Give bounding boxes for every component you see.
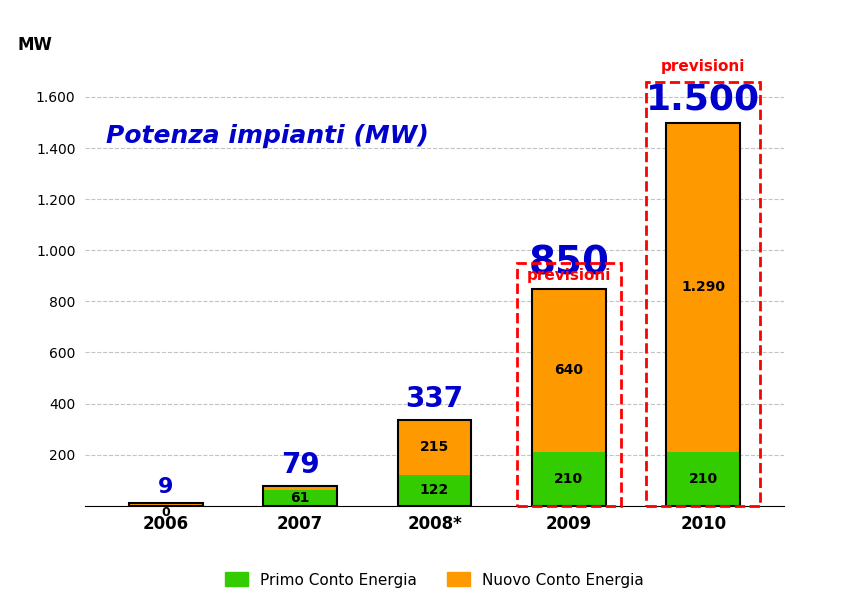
- Bar: [532, 289, 606, 452]
- Bar: [398, 475, 471, 506]
- Text: 337: 337: [406, 385, 463, 414]
- Text: 122: 122: [420, 483, 449, 497]
- Text: 640: 640: [555, 364, 584, 377]
- Legend: Primo Conto Energia, Nuovo Conto Energia: Primo Conto Energia, Nuovo Conto Energia: [219, 566, 650, 594]
- Text: 61: 61: [291, 491, 310, 505]
- Text: 215: 215: [420, 440, 449, 454]
- Bar: [532, 452, 606, 506]
- Bar: [398, 419, 471, 475]
- Text: 79: 79: [281, 451, 320, 479]
- Bar: [263, 490, 337, 506]
- Text: 0: 0: [161, 506, 170, 519]
- Bar: [646, 82, 760, 506]
- Bar: [532, 289, 606, 506]
- Text: previsioni: previsioni: [527, 268, 611, 283]
- Bar: [398, 419, 471, 506]
- Bar: [129, 503, 203, 506]
- Bar: [129, 503, 203, 506]
- Text: MW: MW: [17, 36, 52, 54]
- Text: 1.500: 1.500: [646, 82, 760, 116]
- Text: 850: 850: [528, 244, 609, 282]
- Bar: [666, 123, 740, 506]
- Text: 210: 210: [688, 472, 717, 486]
- Text: Potenza impianti (MW): Potenza impianti (MW): [106, 124, 429, 148]
- Bar: [517, 263, 620, 506]
- Text: 210: 210: [555, 472, 584, 486]
- Bar: [666, 452, 740, 506]
- Text: 1.290: 1.290: [682, 280, 725, 295]
- Text: previsioni: previsioni: [661, 59, 746, 74]
- Bar: [666, 123, 740, 452]
- Bar: [263, 486, 337, 490]
- Bar: [263, 486, 337, 506]
- Text: 9: 9: [158, 477, 174, 497]
